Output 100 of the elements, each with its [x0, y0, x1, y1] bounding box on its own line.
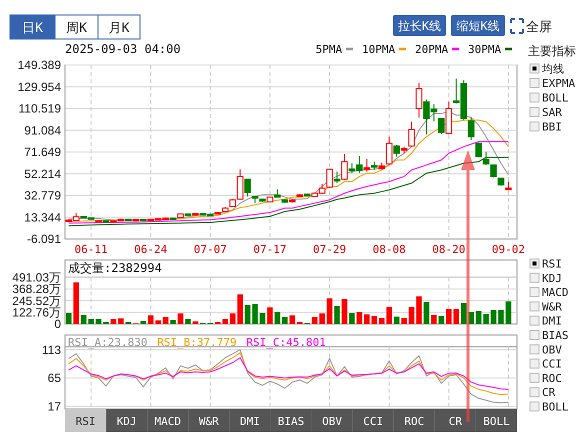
- bar: [162, 317, 168, 324]
- y-tick-label: 32.779: [24, 188, 62, 203]
- candlestick: [386, 136, 392, 166]
- text: CR: [448, 415, 462, 428]
- x-tick-label: 06-11: [74, 243, 108, 256]
- y-tick-label: 110.519: [18, 102, 62, 116]
- text: 拉长K线: [398, 19, 442, 33]
- text: CR: [542, 386, 556, 400]
- bar: [349, 312, 355, 324]
- candlestick: [326, 168, 333, 188]
- bar: [185, 318, 191, 324]
- y-tick-label: 491.03万: [12, 270, 61, 284]
- text: BBI: [542, 120, 562, 134]
- candlestick: [416, 82, 422, 118]
- candlestick: [490, 164, 497, 178]
- text: MACD: [542, 286, 568, 300]
- text: MACD: [154, 415, 181, 428]
- candlestick: [475, 142, 482, 158]
- text: DMI: [542, 314, 562, 328]
- chart-title: 2025-09-03 04:00: [65, 42, 181, 56]
- bar: [73, 282, 79, 324]
- y-tick-label: 149.389: [18, 58, 62, 72]
- bar: [80, 314, 86, 324]
- line-series: [68, 349, 509, 404]
- y-tick-label: 91.084: [24, 123, 62, 138]
- bar: [476, 310, 482, 324]
- bar: [394, 316, 400, 324]
- bar: [342, 298, 348, 324]
- bar: [364, 314, 370, 324]
- candlestick: [334, 171, 340, 184]
- candlestick: [364, 158, 370, 172]
- text: 主要指标: [528, 44, 576, 58]
- y-tick-label: 13.344: [24, 210, 62, 224]
- text: 周K: [66, 21, 88, 36]
- line-series: [68, 156, 509, 226]
- text: 日K: [22, 21, 44, 36]
- candlestick: [482, 151, 490, 166]
- series-label: RSI_A:23.830: [68, 336, 148, 349]
- candlestick: [341, 153, 348, 181]
- bar: [290, 315, 296, 324]
- text: RSI: [76, 415, 96, 428]
- candlestick: [468, 116, 474, 141]
- text: RSI: [542, 258, 562, 270]
- y-tick-label: -6.091: [26, 232, 62, 246]
- y-tick-label: 17: [48, 400, 62, 414]
- bar: [66, 312, 72, 324]
- bar: [453, 308, 460, 324]
- text: DMI: [240, 415, 260, 428]
- candlestick: [393, 144, 400, 158]
- text: SAR: [542, 106, 562, 119]
- bar: [446, 308, 452, 324]
- series-label: RSI_C:45.801: [246, 336, 326, 349]
- candlestick: [244, 178, 251, 197]
- bar: [118, 318, 124, 324]
- x-tick-label: 08-20: [432, 243, 466, 256]
- text: KDJ: [116, 415, 137, 428]
- bar: [326, 298, 332, 324]
- text: BOLL: [542, 92, 569, 104]
- bar: [460, 302, 467, 324]
- line-series: [68, 352, 509, 396]
- text: 月K: [108, 21, 130, 36]
- text: 均线: [541, 62, 564, 76]
- y-tick-label: 122.76万: [12, 306, 61, 320]
- bar: [356, 312, 362, 324]
- legend-label: 5PMA: [316, 43, 342, 56]
- candlestick: [408, 121, 415, 148]
- x-tick-label: 07-17: [253, 243, 287, 256]
- text: ROC: [404, 415, 424, 428]
- bar: [222, 318, 228, 324]
- text: EXPMA: [542, 77, 576, 90]
- y-tick-label: 113: [42, 342, 62, 357]
- bar: [140, 320, 146, 324]
- line-series: [68, 141, 509, 224]
- bar: [371, 316, 378, 324]
- y-tick-label: 65: [48, 371, 62, 386]
- bar: [386, 306, 392, 324]
- bar: [274, 312, 280, 324]
- text: CCI: [363, 415, 384, 428]
- text: ROC: [542, 372, 562, 385]
- x-tick-label: 09-02: [492, 243, 525, 256]
- bar: [438, 316, 444, 324]
- text: W&R: [542, 300, 562, 314]
- y-tick-label: 52.214: [24, 166, 62, 181]
- chart-title: 成交量:2382994: [68, 261, 162, 275]
- bar: [155, 320, 161, 324]
- bar: [319, 313, 325, 324]
- x-tick-label: 06-24: [134, 243, 168, 256]
- text: BOLL: [542, 400, 569, 414]
- candlestick: [438, 118, 445, 135]
- text: OBV: [542, 343, 562, 356]
- bar: [431, 314, 437, 324]
- legend-label: 30PMA: [468, 43, 502, 56]
- text: 全屏: [526, 20, 552, 35]
- bar: [110, 318, 116, 324]
- y-tick-label: 71.649: [24, 145, 62, 160]
- legend-label: 20PMA: [415, 43, 448, 56]
- text: W&R: [198, 415, 220, 428]
- bar: [237, 294, 243, 324]
- bar: [282, 316, 288, 324]
- x-tick-label: 07-29: [313, 243, 346, 256]
